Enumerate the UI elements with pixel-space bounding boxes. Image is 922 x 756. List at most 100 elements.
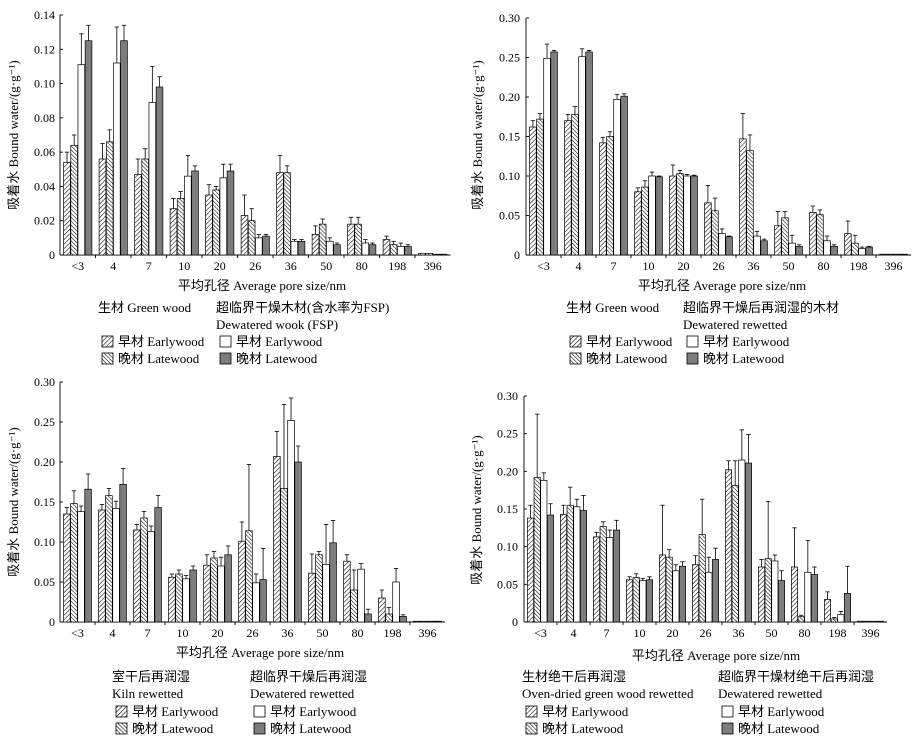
bar-p1-s2-c10 [389, 244, 398, 256]
legend-group-title-p1-g1-l1: 生材 Green wood [98, 300, 192, 315]
bar-p1-s3-c6 [255, 237, 263, 256]
bar-p2-s1-c11 [879, 253, 887, 256]
bar-p3-s4-c8 [329, 542, 337, 623]
x-tick-label-p4-8: 80 [799, 626, 811, 640]
bar-p1-s2-c8 [318, 223, 327, 256]
y-tick-label-p1-6: 0.12 [34, 42, 55, 56]
bar-p4-s2-c2 [566, 504, 574, 623]
bar-p2-s3-c11 [893, 253, 901, 256]
bar-p2-s3-c5 [683, 175, 691, 256]
bar-p4-s1-c10 [824, 599, 831, 623]
bar-p1-s4-c11 [439, 253, 448, 256]
x-tick-label-p3-1: 4 [110, 626, 116, 640]
x-tick-label-p4-7: 50 [766, 626, 778, 640]
legend-swatch-p2-s2 [569, 352, 582, 365]
y-tick-label-p2-6: 0.30 [499, 11, 520, 25]
bar-p3-s3-c5 [217, 565, 225, 623]
legend-group-title-p3-g2-l2: Dewatered rewetted [250, 686, 355, 701]
x-tick-label-p2-5: 26 [713, 259, 725, 273]
legend-swatch-p3-s4 [253, 722, 266, 735]
bar-p1-s2-c4 [176, 198, 185, 256]
y-tick-label-p4-2: 0.10 [497, 540, 518, 554]
bar-p1-s1-c1 [63, 162, 71, 256]
legend-label-p3-s1: 早材 Earlywood [132, 704, 219, 719]
x-tick-label-p3-3: 10 [177, 626, 189, 640]
y-tick-label-p3-3: 0.15 [34, 495, 55, 509]
bar-p2-s1-c6 [704, 202, 712, 256]
bar-p1-s4-c1 [84, 40, 93, 256]
x-tick-label-p4-10: 396 [862, 626, 880, 640]
legend-label-p4-s2: 晚材 Latewood [542, 721, 624, 736]
x-tick-label-p3-4: 20 [212, 626, 224, 640]
bar-p1-s2-c9 [354, 223, 362, 256]
bar-p2-s1-c10 [844, 233, 852, 256]
bar-p2-s1-c7 [739, 138, 747, 256]
bar-p2-s4-c1 [550, 51, 558, 256]
x-tick-label-p1-1: 4 [110, 259, 116, 273]
legend-group-title-p4-g2-l2: Dewatered rewetted [718, 686, 823, 701]
y-tick-label-p4-3: 0.15 [497, 502, 518, 516]
bar-p3-s3-c8 [322, 564, 330, 623]
x-tick-label-p4-4: 20 [667, 626, 679, 640]
bar-p4-s3-c11 [870, 620, 878, 623]
bar-p4-s4-c3 [613, 529, 620, 623]
bar-p2-s3-c8 [788, 242, 796, 256]
bar-p4-s3-c9 [804, 571, 812, 623]
y-axis-title-p2: 吸着水 Bound water/(g·g⁻¹) [470, 60, 485, 209]
legend-swatch-p4-s2 [525, 722, 538, 735]
bar-p3-s3-c11 [427, 620, 435, 623]
bar-p3-s4-c11 [434, 620, 442, 623]
bar-p4-s3-c3 [606, 537, 614, 623]
bar-p1-s1-c8 [311, 234, 320, 256]
bar-p3-s3-c6 [252, 582, 260, 623]
x-tick-label-p2-6: 36 [748, 259, 760, 273]
bar-p3-s2-c7 [280, 488, 288, 623]
bar-p4-s3-c6 [705, 571, 713, 623]
legend-swatch-p2-s4 [686, 352, 699, 365]
legend-swatch-p4-s3 [721, 705, 734, 718]
y-tick-label-p2-4: 0.20 [499, 90, 520, 104]
bar-p1-s2-c11 [425, 252, 433, 256]
bar-p4-s1-c4 [626, 579, 633, 623]
bar-p4-s2-c9 [797, 616, 805, 623]
x-axis-title-p4: 平均孔径 Average pore size/nm [632, 648, 800, 663]
bar-p2-s3-c7 [753, 235, 761, 256]
bar-p4-s1-c8 [758, 566, 765, 623]
bar-p4-s1-c5 [659, 554, 666, 623]
x-tick-label-p4-2: 7 [604, 626, 610, 640]
x-tick-label-p3-9: 198 [384, 626, 402, 640]
x-tick-label-p1-10: 396 [424, 259, 442, 273]
bar-p1-s3-c8 [326, 240, 334, 256]
bar-p1-s1-c3 [134, 174, 142, 256]
bar-p3-s1-c9 [343, 560, 351, 623]
bar-p1-s3-c11 [432, 253, 441, 256]
legend-swatch-p3-s2 [115, 722, 128, 735]
x-tick-label-p4-3: 10 [634, 626, 646, 640]
legend-label-p2-s4: 晚材 Latewood [703, 351, 785, 366]
bar-p1-s2-c2 [105, 141, 114, 256]
y-tick-label-p1-4: 0.08 [34, 111, 55, 125]
x-tick-label-p2-9: 198 [850, 259, 868, 273]
bar-p2-s4-c7 [760, 240, 768, 256]
bar-p3-s2-c8 [315, 554, 323, 623]
bar-p4-s3-c8 [771, 560, 779, 623]
y-tick-label-p3-0: 0 [49, 615, 55, 629]
bar-p1-s2-c5 [212, 189, 220, 256]
bar-p2-s3-c4 [648, 175, 656, 256]
bar-p4-s4-c10 [844, 593, 851, 623]
bar-p4-s4-c6 [712, 559, 719, 623]
x-tick-label-p1-3: 10 [178, 259, 190, 273]
y-tick-label-p3-6: 0.30 [34, 375, 55, 389]
legend-label-p3-s3: 早材 Earlywood [270, 704, 357, 719]
x-tick-label-p1-4: 20 [214, 259, 226, 273]
bar-p2-s2-c10 [851, 242, 859, 256]
x-tick-label-p3-5: 26 [247, 626, 259, 640]
bar-p3-s1-c7 [273, 456, 281, 623]
x-tick-label-p3-7: 50 [317, 626, 329, 640]
bar-p2-s3-c6 [718, 233, 726, 256]
bar-p2-s1-c9 [809, 211, 817, 256]
legend-swatch-p2-s3 [686, 335, 699, 348]
bar-p2-s1-c1 [529, 126, 537, 256]
bar-p3-s1-c5 [203, 564, 211, 623]
